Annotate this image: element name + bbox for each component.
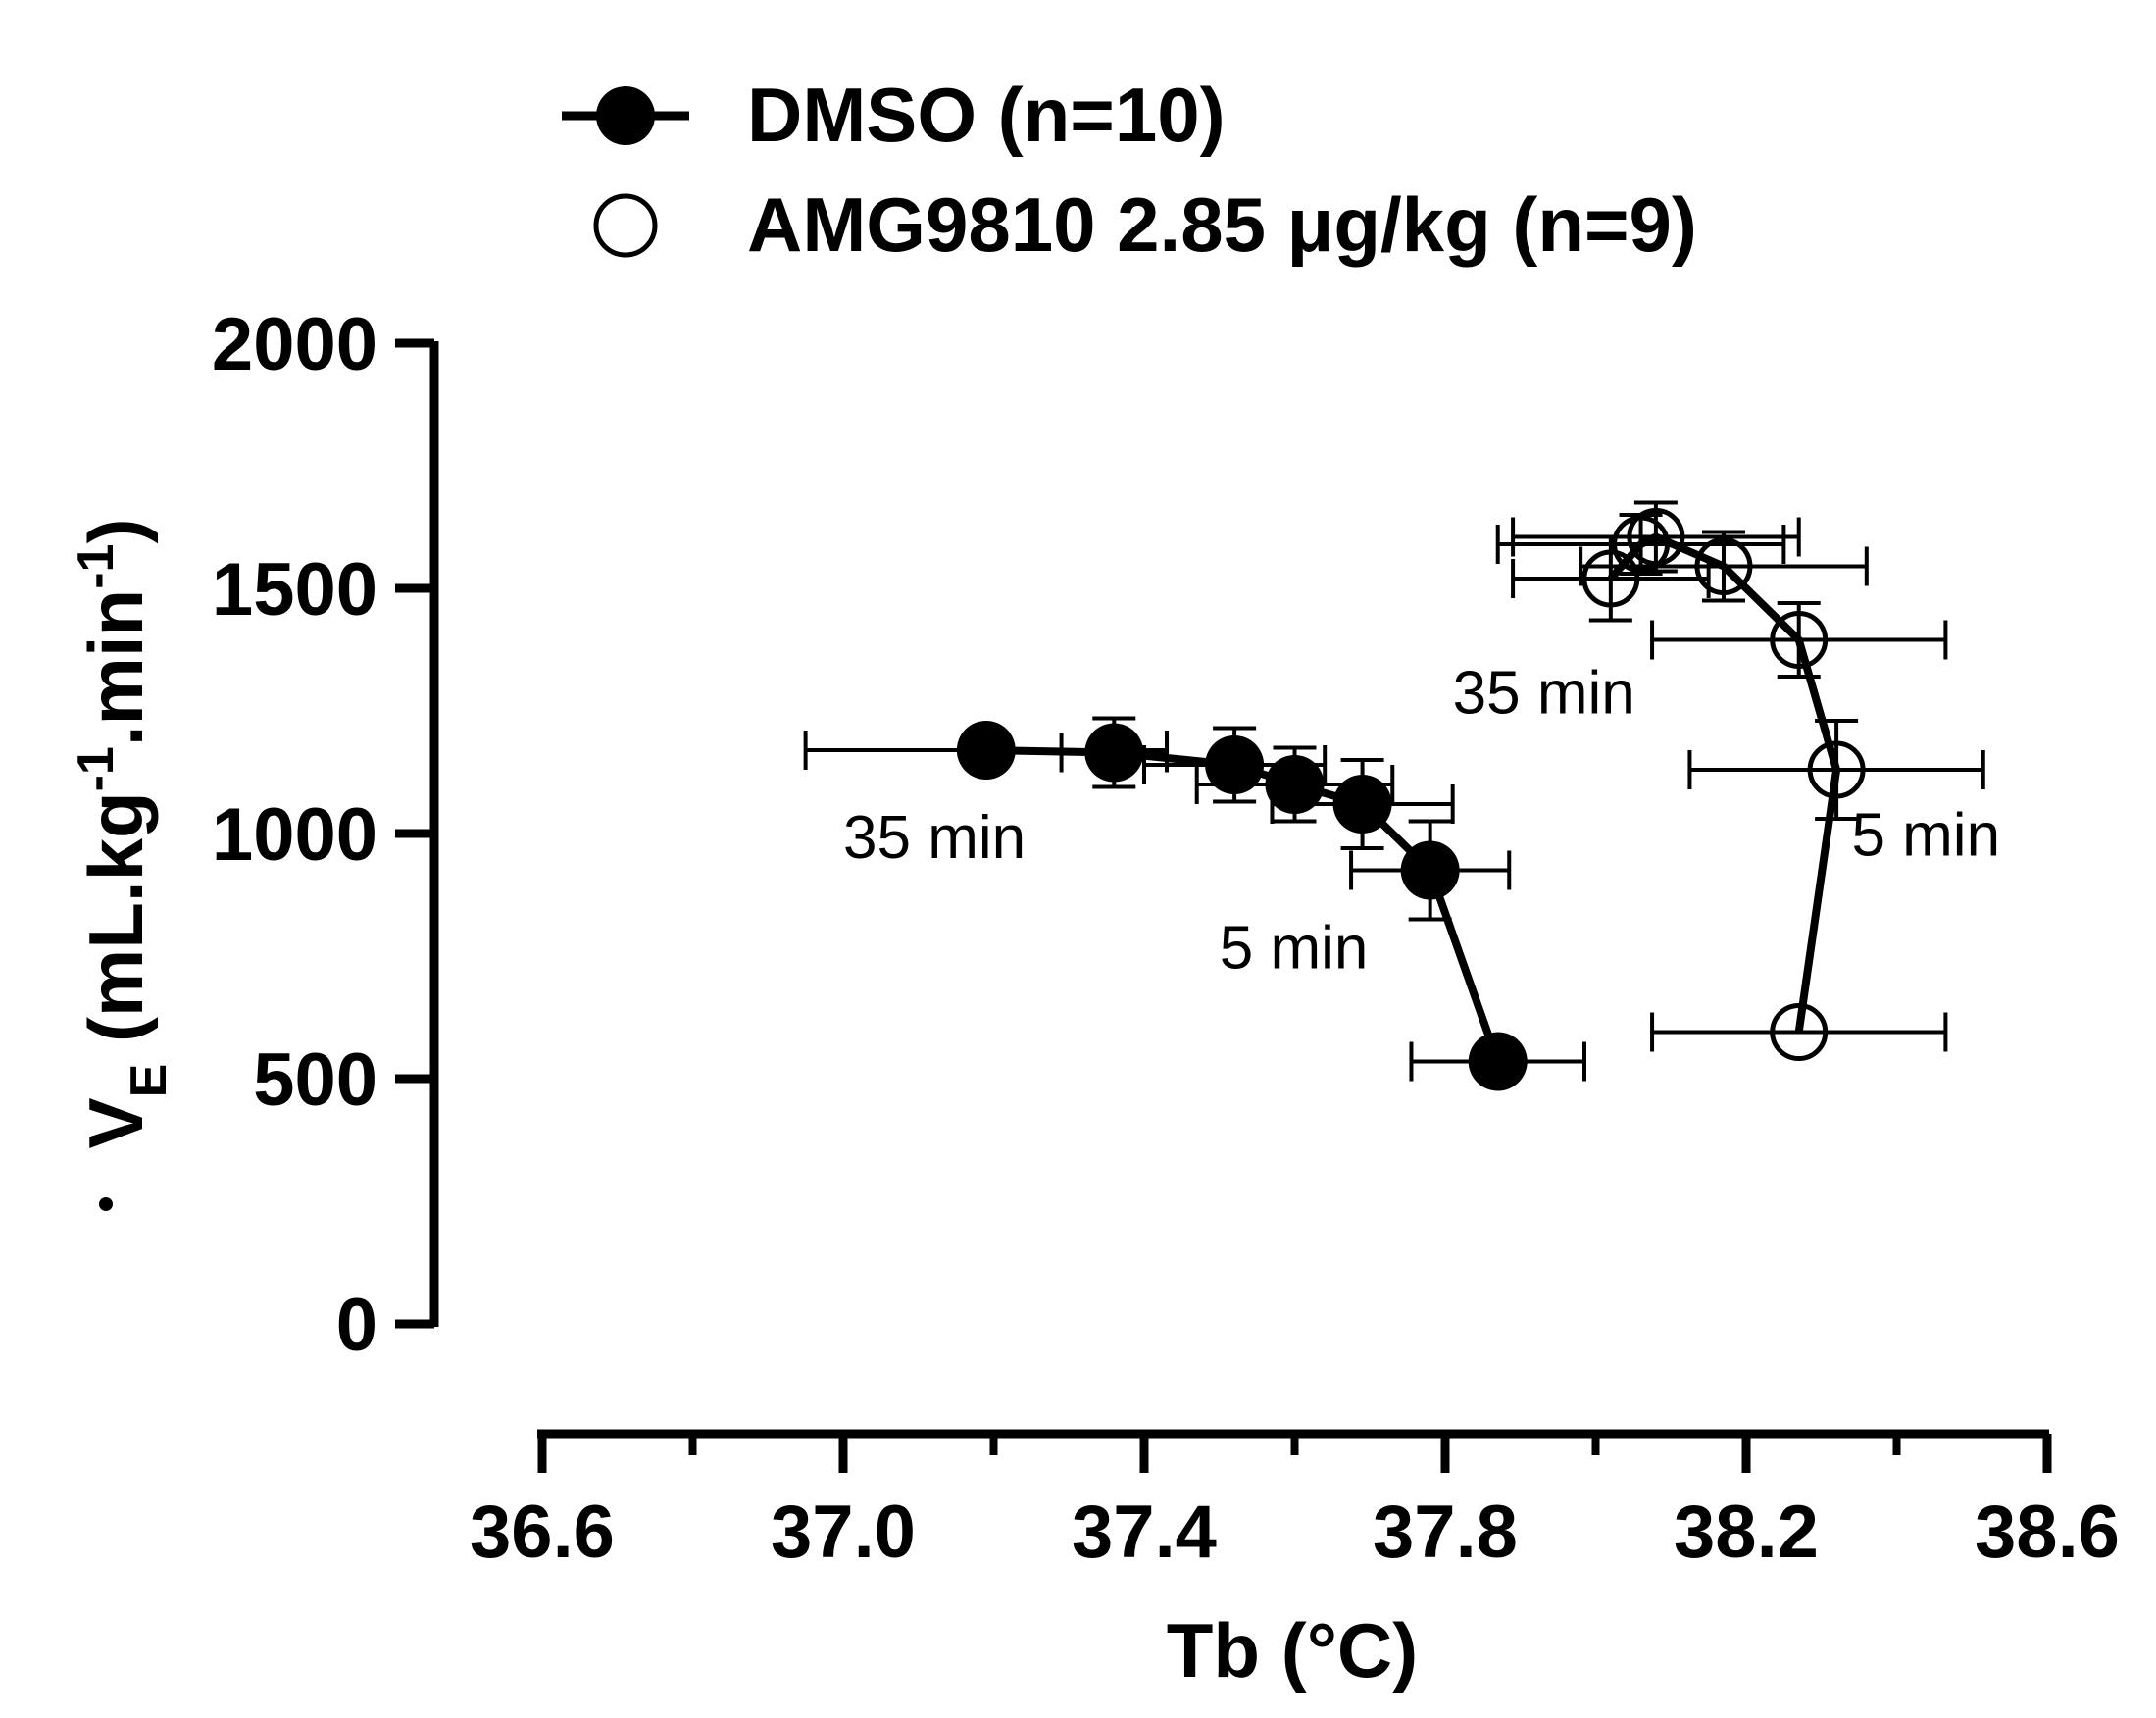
x-axis-label: Tb (°C) <box>1167 1607 1418 1693</box>
tick-labels: 0 500 1000 1500 2000 36.6 37.0 37.4 37.8 38.2 38.6 <box>212 303 2120 1574</box>
y-tick-label: 1500 <box>212 548 377 632</box>
series-line-amg9810 <box>1607 532 1841 1034</box>
legend-item-amg9810: AMG9810 2.85 μg/kg (n=9) <box>593 181 1697 268</box>
point-dmso <box>1084 723 1144 783</box>
series-lines <box>985 532 1841 1063</box>
point-dmso <box>1332 775 1392 834</box>
y-axis-label: VE (mL.kg-1.min-1) <box>68 519 177 1149</box>
legend-marker-dmso <box>596 86 655 145</box>
annotation-label: 5 min <box>1851 802 2000 870</box>
annotation-label: 35 min <box>843 804 1026 872</box>
point-amg9810 <box>1612 515 1671 574</box>
point-dmso <box>1400 840 1460 900</box>
x-tick-label: 38.2 <box>1674 1491 1819 1574</box>
y-tick-label: 2000 <box>212 303 377 386</box>
y-tick-label: 500 <box>253 1038 377 1122</box>
point-dmso <box>1205 735 1265 794</box>
point-amg9810 <box>1581 549 1640 608</box>
point-amg9810 <box>1770 1003 1829 1061</box>
point-amg9810 <box>1694 537 1753 595</box>
y-tick-label: 0 <box>336 1284 377 1367</box>
legend: DMSO (n=10) AMG9810 2.85 μg/kg (n=9) <box>562 72 1697 268</box>
x-tick-label: 37.4 <box>1072 1491 1217 1574</box>
annotation-label: 5 min <box>1220 915 1369 983</box>
x-tick-label: 36.6 <box>470 1491 615 1574</box>
point-amg9810 <box>1807 740 1866 799</box>
legend-label-dmso: DMSO (n=10) <box>747 72 1226 158</box>
annotation-label: 35 min <box>1453 660 1635 728</box>
x-tick-label: 38.6 <box>1975 1491 2120 1574</box>
point-dmso <box>1265 755 1325 814</box>
x-tick-label: 37.0 <box>771 1491 916 1574</box>
legend-label-amg9810: AMG9810 2.85 μg/kg (n=9) <box>747 181 1697 268</box>
y-tick-label: 1000 <box>212 793 377 877</box>
legend-marker-amg9810 <box>593 193 658 258</box>
point-dmso <box>1468 1032 1528 1091</box>
ticks <box>395 338 2052 1473</box>
annotations: 35 min 5 min 35 min 5 min <box>843 660 2000 983</box>
x-tick-label: 37.8 <box>1373 1491 1518 1574</box>
legend-item-dmso: DMSO (n=10) <box>562 72 1226 158</box>
point-amg9810 <box>1770 611 1829 669</box>
point-dmso <box>956 721 1016 780</box>
points <box>956 508 1866 1091</box>
y-label-dot-icon <box>99 1197 113 1211</box>
series-line-dmso <box>985 746 1502 1063</box>
axes <box>429 341 2049 1439</box>
